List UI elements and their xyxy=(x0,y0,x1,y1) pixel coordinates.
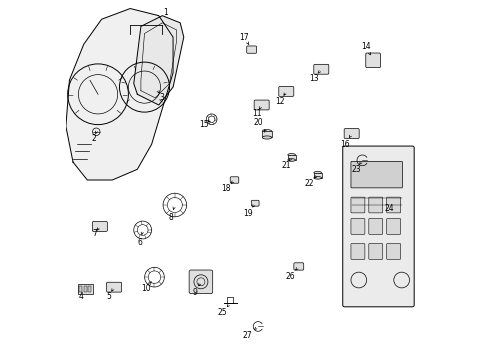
Ellipse shape xyxy=(313,171,321,174)
FancyBboxPatch shape xyxy=(350,161,402,188)
Text: 15: 15 xyxy=(199,120,209,129)
Ellipse shape xyxy=(313,176,321,179)
FancyBboxPatch shape xyxy=(342,146,413,307)
FancyBboxPatch shape xyxy=(287,155,295,160)
FancyBboxPatch shape xyxy=(106,282,122,292)
Text: 13: 13 xyxy=(309,74,318,83)
Text: 18: 18 xyxy=(221,184,230,193)
FancyBboxPatch shape xyxy=(88,286,91,292)
FancyBboxPatch shape xyxy=(83,286,87,292)
FancyBboxPatch shape xyxy=(386,197,400,213)
Text: 25: 25 xyxy=(217,309,226,318)
Text: 7: 7 xyxy=(92,229,97,238)
Text: 6: 6 xyxy=(138,238,142,247)
FancyBboxPatch shape xyxy=(262,131,271,138)
Text: 3: 3 xyxy=(159,93,164,102)
FancyBboxPatch shape xyxy=(230,177,238,183)
Text: 10: 10 xyxy=(141,284,151,293)
FancyBboxPatch shape xyxy=(79,286,82,292)
Text: 5: 5 xyxy=(106,292,111,301)
Ellipse shape xyxy=(262,136,271,139)
Polygon shape xyxy=(134,16,183,105)
FancyBboxPatch shape xyxy=(92,221,107,231)
Ellipse shape xyxy=(287,154,295,156)
Text: 22: 22 xyxy=(304,179,313,188)
FancyBboxPatch shape xyxy=(278,86,293,96)
Text: 23: 23 xyxy=(350,165,360,174)
Ellipse shape xyxy=(287,159,295,161)
FancyBboxPatch shape xyxy=(251,200,259,206)
Text: 27: 27 xyxy=(242,331,252,340)
Text: 19: 19 xyxy=(243,210,252,219)
Polygon shape xyxy=(66,9,173,180)
FancyBboxPatch shape xyxy=(368,244,382,259)
FancyBboxPatch shape xyxy=(313,64,328,74)
FancyBboxPatch shape xyxy=(386,244,400,259)
Text: 14: 14 xyxy=(361,41,370,50)
Ellipse shape xyxy=(262,130,271,133)
FancyBboxPatch shape xyxy=(386,219,400,234)
Text: 21: 21 xyxy=(281,161,291,170)
Text: 8: 8 xyxy=(168,213,173,222)
FancyBboxPatch shape xyxy=(368,219,382,234)
Text: 26: 26 xyxy=(285,272,294,281)
FancyBboxPatch shape xyxy=(368,197,382,213)
FancyBboxPatch shape xyxy=(350,244,364,259)
Text: 24: 24 xyxy=(384,204,393,213)
FancyBboxPatch shape xyxy=(313,173,321,178)
Text: 11: 11 xyxy=(252,109,261,118)
Text: 17: 17 xyxy=(239,33,249,42)
Text: 2: 2 xyxy=(92,134,96,143)
Text: 1: 1 xyxy=(163,8,168,17)
Text: 12: 12 xyxy=(275,97,285,106)
FancyBboxPatch shape xyxy=(293,263,303,270)
FancyBboxPatch shape xyxy=(350,219,364,234)
FancyBboxPatch shape xyxy=(189,270,212,294)
Text: 16: 16 xyxy=(340,140,349,149)
FancyBboxPatch shape xyxy=(365,53,380,68)
FancyBboxPatch shape xyxy=(350,197,364,213)
Text: 20: 20 xyxy=(253,118,263,127)
FancyBboxPatch shape xyxy=(78,284,93,294)
Text: 9: 9 xyxy=(192,288,197,297)
FancyBboxPatch shape xyxy=(246,46,256,53)
FancyBboxPatch shape xyxy=(254,100,268,110)
FancyBboxPatch shape xyxy=(344,129,358,139)
Text: 4: 4 xyxy=(78,292,83,301)
